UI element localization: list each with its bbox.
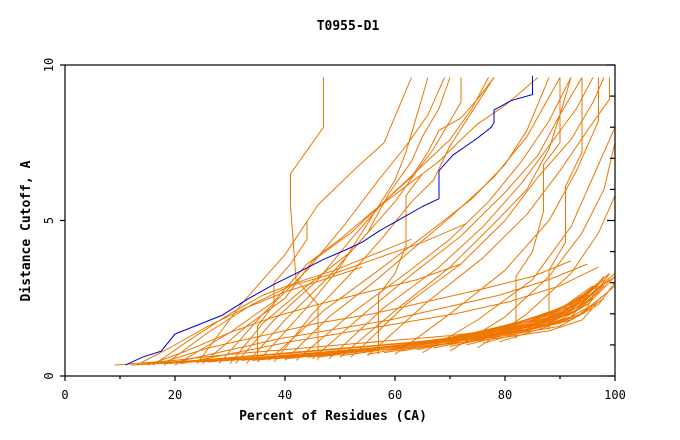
series-line-6 bbox=[257, 77, 429, 363]
series-line-4 bbox=[229, 77, 462, 364]
series-line-61 bbox=[257, 220, 308, 361]
y-tick-label-10: 10 bbox=[42, 58, 56, 72]
series-line-19 bbox=[394, 77, 599, 355]
series-line-12 bbox=[350, 77, 605, 358]
y-axis-label: Distance Cutoff, A bbox=[19, 160, 34, 301]
series-line-60 bbox=[180, 266, 599, 365]
y-tick-label-0: 0 bbox=[42, 372, 56, 379]
series-line-53 bbox=[466, 288, 599, 346]
series-line-49 bbox=[400, 285, 599, 352]
series-line-63 bbox=[515, 77, 561, 339]
series-line-51 bbox=[433, 273, 616, 349]
series-line-56 bbox=[136, 266, 363, 366]
series-line-1 bbox=[290, 77, 324, 361]
series-line-54 bbox=[482, 285, 605, 344]
x-tick-label-20: 20 bbox=[168, 388, 182, 402]
series-line-62 bbox=[378, 173, 423, 355]
series-line-11 bbox=[328, 77, 594, 360]
highlight-series-line bbox=[125, 75, 533, 366]
series-line-16 bbox=[235, 77, 489, 364]
series-line-52 bbox=[449, 294, 588, 347]
ticks-layer: 0 20 40 60 80 100 0 5 10 bbox=[42, 58, 626, 402]
series-line-9 bbox=[295, 77, 572, 361]
series-line-55 bbox=[499, 276, 616, 343]
series-line-48 bbox=[383, 291, 588, 354]
x-tick-label-0: 0 bbox=[61, 388, 68, 402]
series-line-24 bbox=[163, 223, 467, 366]
series-line-5 bbox=[246, 77, 451, 364]
series-line-14 bbox=[196, 77, 412, 364]
series-line-17 bbox=[268, 77, 550, 361]
series-line-10 bbox=[312, 77, 583, 360]
x-tick-label-60: 60 bbox=[388, 388, 402, 402]
x-tick-label-80: 80 bbox=[498, 388, 512, 402]
series-line-21 bbox=[449, 142, 616, 352]
series-line-15 bbox=[218, 77, 445, 364]
series-layer bbox=[114, 75, 616, 366]
x-axis-label: Percent of Residues (CA) bbox=[239, 409, 427, 424]
series-line-8 bbox=[284, 77, 561, 361]
x-tick-label-100: 100 bbox=[604, 388, 626, 402]
x-tick-label-40: 40 bbox=[278, 388, 292, 402]
series-line-57 bbox=[147, 263, 462, 366]
chart-title: T0955-D1 bbox=[317, 19, 380, 34]
y-tick-label-5: 5 bbox=[42, 217, 56, 224]
series-line-2 bbox=[174, 77, 539, 366]
series-line-23 bbox=[152, 238, 412, 366]
series-line-18 bbox=[339, 77, 572, 358]
series-line-59 bbox=[169, 263, 588, 365]
series-line-64 bbox=[548, 77, 583, 330]
series-line-7 bbox=[273, 77, 495, 363]
